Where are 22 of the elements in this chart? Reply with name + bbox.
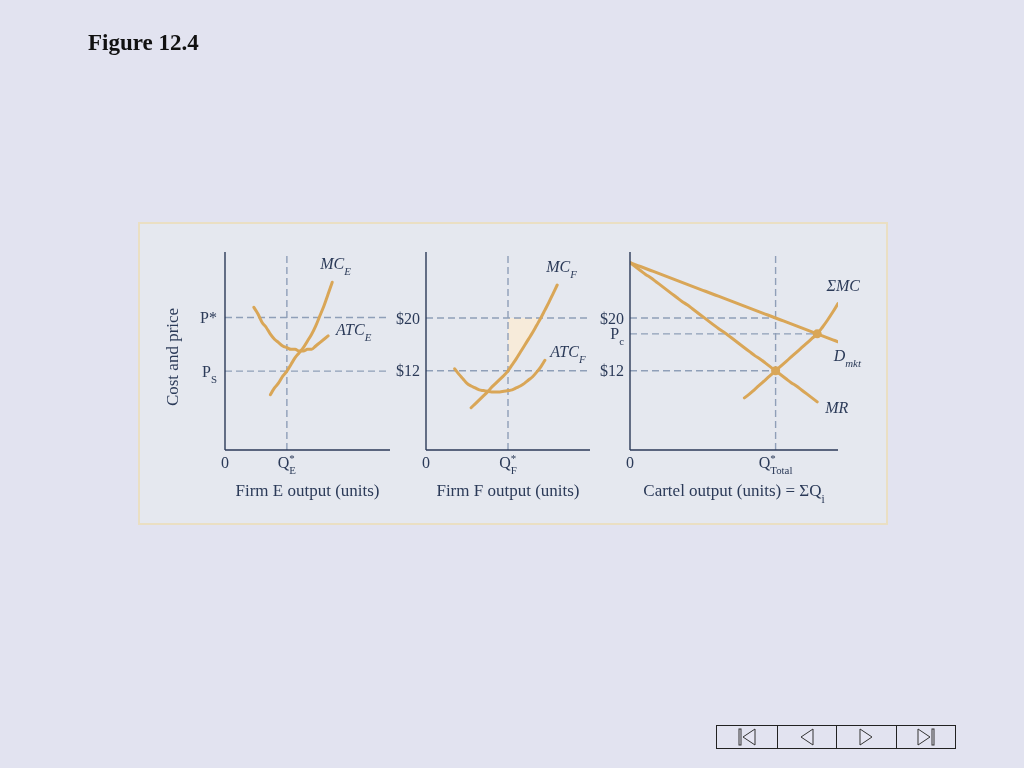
x-tick-label: 0: [422, 454, 430, 471]
y-tick-label: P$_{c}$: [610, 325, 625, 348]
ref-line-label: P*: [200, 309, 217, 327]
series-label: MR: [824, 399, 849, 417]
y-axis-title: Cost and price: [162, 307, 182, 407]
series-label: D$_{mkt}$: [832, 347, 862, 370]
series-label: MC$_{E}$: [319, 254, 352, 277]
x-tick-label: 0: [626, 454, 634, 471]
series-label: ΣMC: [825, 276, 861, 294]
chart-title: Figure 12.4: [88, 30, 199, 56]
x-axis-title: Firm E output (units): [235, 481, 380, 500]
y-tick-label: $12: [396, 362, 420, 380]
x-tick-label: 0: [221, 454, 229, 471]
series-label: MC$_{F}$: [545, 257, 578, 280]
series-label: ATC$_{E}$: [334, 321, 372, 344]
y-tick-label: $12: [600, 362, 624, 380]
ref-line-label: P$_{S}$: [202, 362, 217, 385]
x-axis-title: Cartel output (units) = ΣQ$_{i}$: [643, 481, 825, 506]
y-tick-label: $20: [396, 309, 420, 327]
series-label: ATC$_{F}$: [549, 343, 586, 366]
x-axis-title: Firm F output (units): [436, 481, 580, 500]
y-tick-label: $20: [600, 309, 624, 327]
